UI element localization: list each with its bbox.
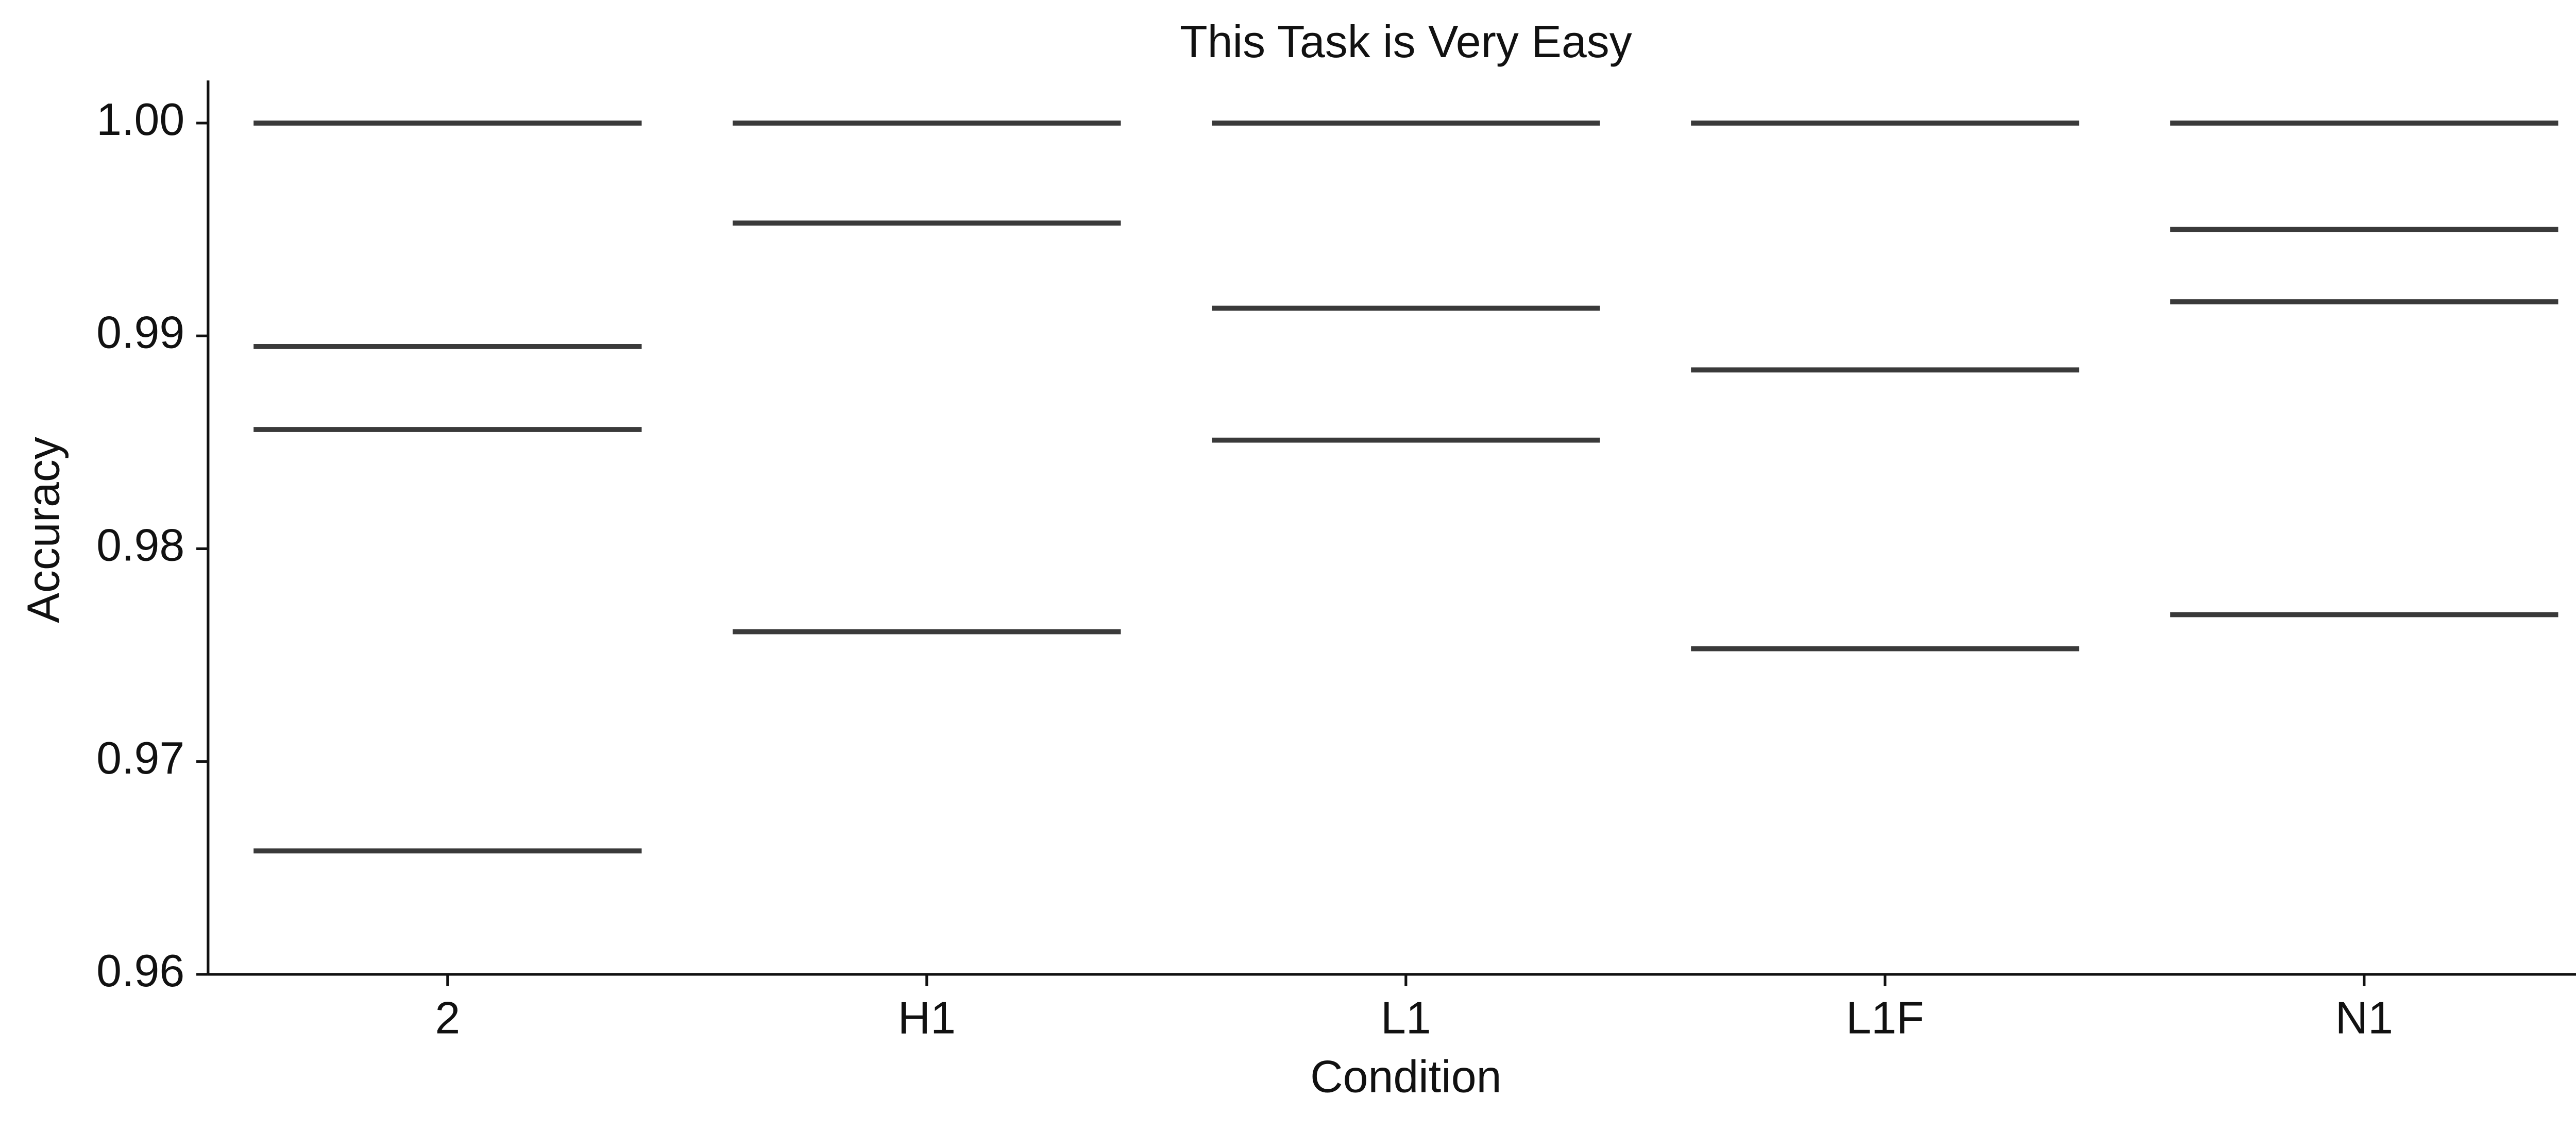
y-tick-label: 0.99 xyxy=(96,306,184,357)
x-axis-label: Condition xyxy=(1310,1051,1501,1102)
y-tick-label: 1.00 xyxy=(96,94,184,145)
x-tick-label: H1 xyxy=(898,992,956,1043)
chart-title: This Task is Very Easy xyxy=(1180,16,1632,67)
y-tick-label: 0.97 xyxy=(96,732,184,783)
x-tick-label: L1 xyxy=(1381,992,1431,1043)
y-axis-label: Accuracy xyxy=(18,437,69,623)
x-tick-label: 2 xyxy=(435,992,460,1043)
x-tick-label: N1 xyxy=(2335,992,2393,1043)
y-tick-label: 0.96 xyxy=(96,945,184,996)
x-tick-label: L1F xyxy=(1846,992,1924,1043)
y-tick-label: 0.98 xyxy=(96,520,184,571)
